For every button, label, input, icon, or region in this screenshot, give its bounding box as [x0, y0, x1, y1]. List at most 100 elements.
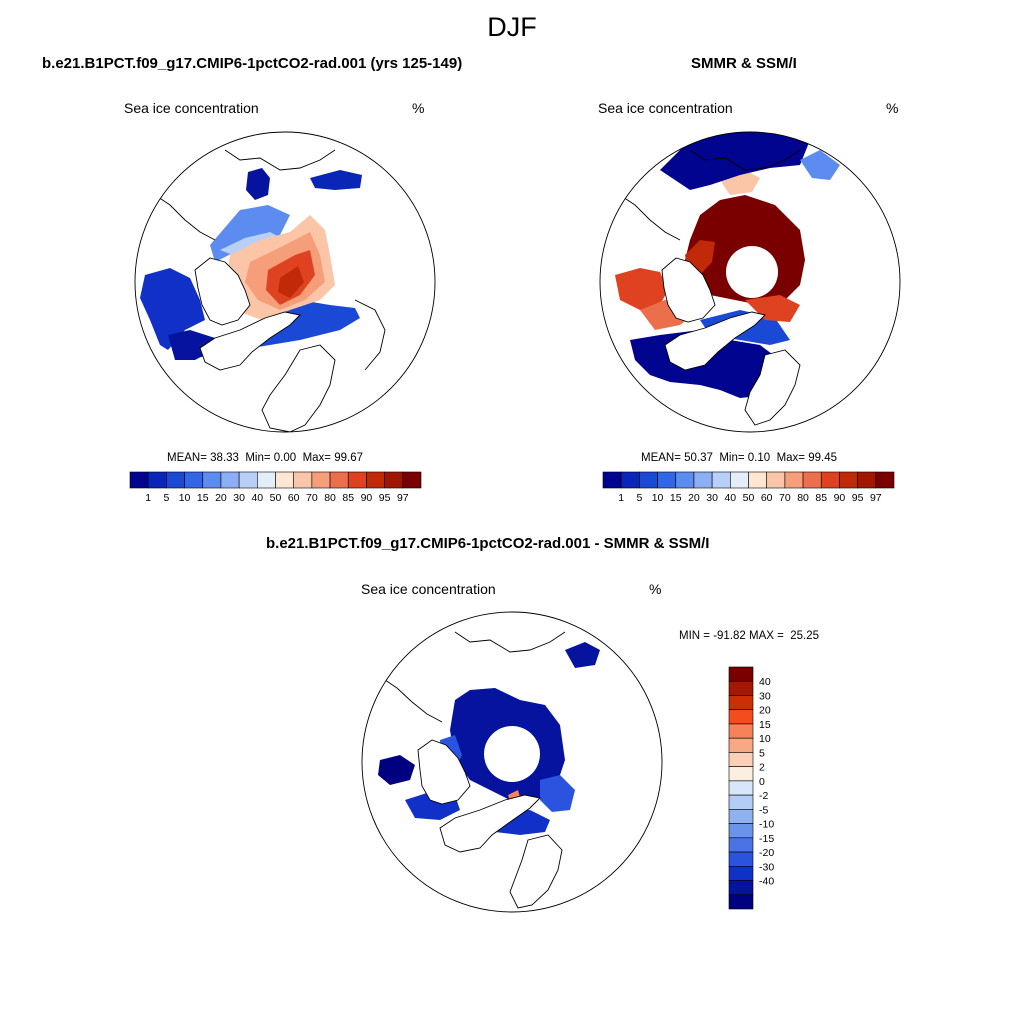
colorbar-tick-label: 80 — [797, 492, 809, 504]
max-label: Max= — [302, 452, 332, 464]
land-europe — [744, 349, 801, 426]
colorbar-left: 1 5 10 15 20 30 40 50 60 70 80 85 90 95 97 — [129, 471, 422, 504]
colorbar-tick-label: -2 — [759, 790, 768, 802]
colorbar-swatch — [728, 780, 754, 796]
min-label: Min= — [719, 452, 745, 464]
colorbar-swatch — [384, 471, 404, 489]
min-value: 0.00 — [273, 452, 297, 464]
colorbar-swatch — [129, 471, 149, 489]
colorbar-swatch — [748, 471, 767, 489]
colorbar-swatch — [857, 471, 877, 489]
ice-region-okhotsk — [310, 170, 362, 190]
colorbar-swatch — [693, 471, 713, 489]
colorbar-swatch — [166, 471, 185, 489]
colorbar-tick-label: 20 — [688, 492, 700, 504]
max-label: MAX = — [749, 630, 784, 642]
colorbar-swatch — [728, 766, 754, 782]
map-right-border — [599, 131, 901, 433]
land-siberia — [224, 149, 336, 171]
colorbar-tick-label: 30 — [706, 492, 718, 504]
map-left-background — [135, 132, 435, 432]
colorbar-tick-label: 97 — [870, 492, 882, 504]
colorbar-tick-label: -15 — [759, 833, 774, 845]
colorbar-tick-label: 0 — [759, 776, 765, 788]
colorbar-swatch — [620, 471, 640, 489]
colorbar-swatch — [728, 680, 754, 696]
diff-region-arctic — [450, 688, 565, 800]
panel-left-title: b.e21.B1PCT.f09_g17.CMIP6-1pctCO2-rad.00… — [42, 55, 463, 72]
diff-region-positive — [508, 790, 522, 808]
ice-region-okhotsk-light — [800, 150, 840, 180]
colorbar-tick-label: -20 — [759, 847, 774, 859]
diff-region-barents — [540, 775, 575, 812]
colorbar-swatch — [257, 471, 276, 489]
ice-region-central-high — [266, 250, 315, 305]
ice-region-east-siberian — [685, 240, 715, 275]
colorbar-tick-label: -10 — [759, 819, 774, 831]
mean-label: MEAN= — [167, 452, 207, 464]
ice-region-barents-red — [745, 295, 800, 322]
colorbar-tick-label: 40 — [724, 492, 736, 504]
map-right-background — [600, 132, 900, 432]
colorbar-tick-label: 30 — [233, 492, 245, 504]
colorbar-tick-label: 50 — [270, 492, 282, 504]
land-greenland — [199, 311, 301, 371]
ice-region-central-core — [278, 266, 304, 298]
colorbar-tick-label: 80 — [324, 492, 336, 504]
map-left — [134, 131, 436, 433]
colorbar-tick-label: 60 — [761, 492, 773, 504]
panel-right-variable: Sea ice concentration — [598, 100, 733, 116]
colorbar-swatch — [329, 471, 349, 489]
colorbar-swatch — [293, 471, 313, 489]
colorbar-swatch — [728, 837, 754, 853]
panel-diff-title: b.e21.B1PCT.f09_g17.CMIP6-1pctCO2-rad.00… — [266, 535, 710, 552]
map-diff — [361, 611, 663, 913]
colorbar-tick-label: 20 — [759, 705, 771, 717]
land-coast-east — [354, 299, 386, 371]
ice-region-hudson — [140, 268, 205, 350]
pole-hole — [484, 726, 540, 782]
colorbar-swatch — [875, 471, 895, 489]
land-alaska — [381, 677, 443, 723]
panel-right-units: % — [886, 100, 899, 116]
colorbar-swatch — [602, 471, 622, 489]
colorbar-tick-label: -40 — [759, 876, 774, 888]
max-label: Max= — [776, 452, 806, 464]
colorbar-swatch — [839, 471, 858, 489]
panel-diff-stats: MIN = -91.82 MAX = 25.25 — [679, 630, 819, 642]
colorbar-swatch — [728, 823, 754, 839]
colorbar-tick-label: 10 — [179, 492, 191, 504]
colorbar-swatch — [202, 471, 222, 489]
colorbar-swatch — [766, 471, 786, 489]
colorbar-swatch — [728, 851, 754, 867]
ice-region-pacific-blue — [660, 132, 810, 190]
diff-region-baffin — [405, 792, 460, 820]
diff-region-beaufort — [440, 735, 462, 770]
colorbar-swatch — [728, 794, 754, 810]
colorbar-swatch — [728, 709, 754, 725]
colorbar-swatch — [784, 471, 804, 489]
colorbar-swatch — [657, 471, 677, 489]
colorbar-swatch — [347, 471, 367, 489]
colorbar-swatch — [366, 471, 385, 489]
ice-region-atlantic-edge — [700, 310, 790, 345]
ice-region-central-light — [225, 215, 335, 320]
main-title: DJF — [487, 12, 537, 42]
colorbar-tick-label: 97 — [397, 492, 409, 504]
colorbar-swatch — [728, 695, 754, 711]
map-left-border — [134, 131, 436, 433]
ice-region-baffin-red — [640, 300, 700, 330]
colorbar-swatch — [147, 471, 167, 489]
colorbar-swatch — [730, 471, 749, 489]
colorbar-tick-label: 90 — [834, 492, 846, 504]
colorbar-tick-label: -5 — [759, 804, 768, 816]
colorbar-swatch — [184, 471, 204, 489]
colorbar-swatch — [728, 865, 754, 881]
colorbar-swatch — [728, 737, 754, 753]
colorbar-swatch — [275, 471, 294, 489]
diff-region-hudson — [378, 755, 415, 785]
colorbar-tick-label: 15 — [670, 492, 682, 504]
colorbar-swatch — [728, 809, 754, 824]
colorbar-tick-label: 85 — [815, 492, 827, 504]
colorbar-swatch — [402, 471, 422, 489]
